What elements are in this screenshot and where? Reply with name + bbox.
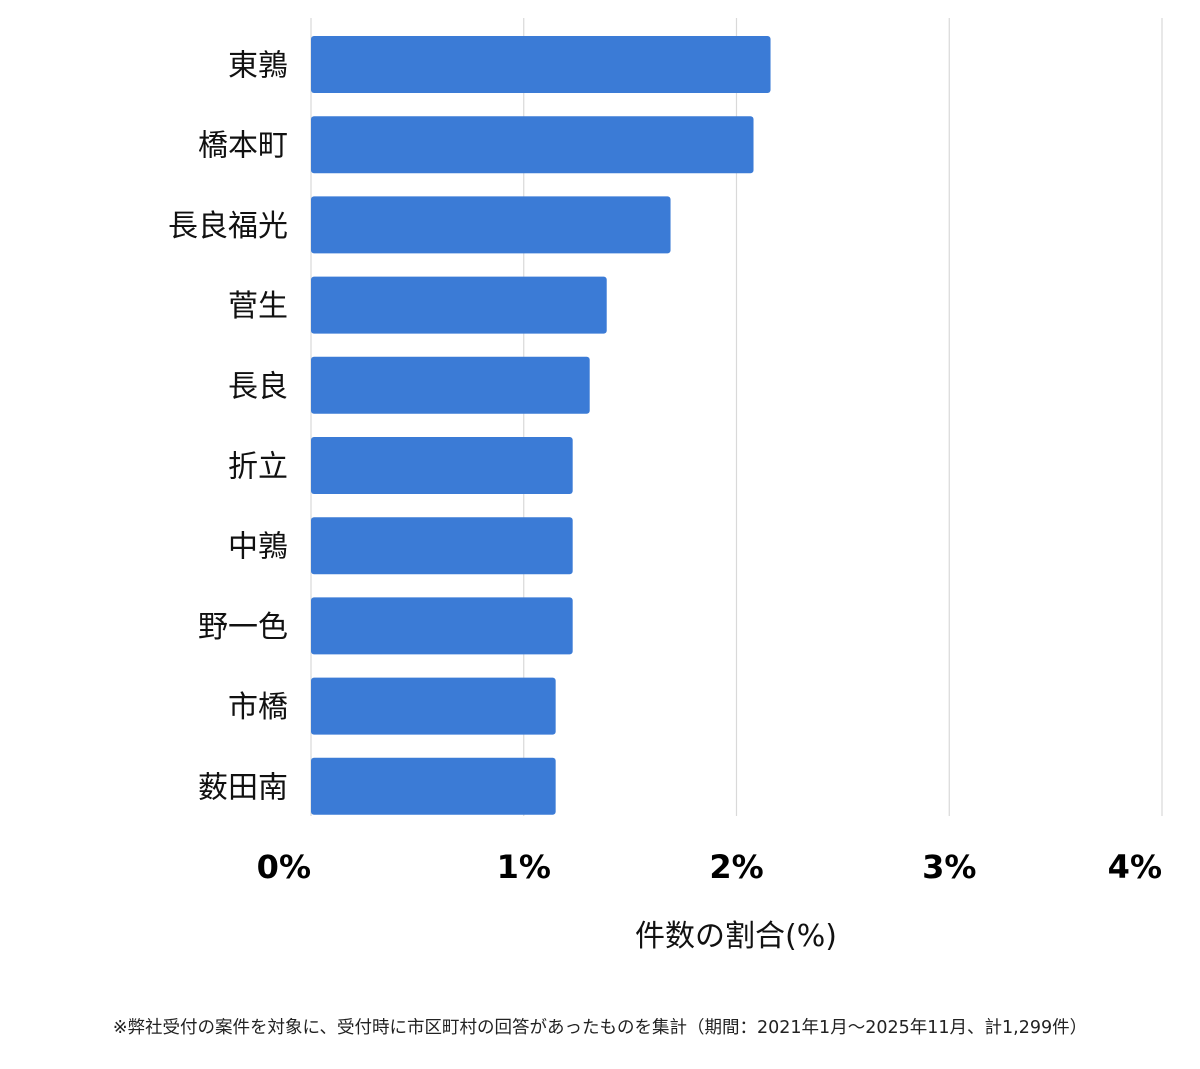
bar: [311, 276, 607, 334]
bar: [311, 36, 771, 93]
category-label: 中鶉: [228, 530, 288, 565]
x-tick-label: 2%: [709, 848, 763, 886]
bar: [311, 116, 754, 174]
bar: [311, 757, 556, 815]
bar: [311, 517, 573, 575]
x-tick-label: 4%: [1108, 848, 1162, 886]
category-label: 長良: [228, 369, 288, 404]
x-tick-label: 3%: [922, 848, 976, 886]
bar: [311, 437, 573, 494]
category-label: 菅生: [228, 289, 288, 324]
bars: [311, 36, 771, 815]
footnote: ※弊社受付の案件を対象に、受付時に市区町村の回答があったものを集計（期間：202…: [112, 1018, 1088, 1038]
bar: [311, 356, 590, 414]
category-label: 野一色: [198, 610, 288, 645]
category-label: 薮田南: [198, 770, 288, 805]
x-tick-label: 0%: [257, 848, 311, 886]
x-tick-label: 1%: [497, 848, 551, 886]
x-tick-labels: 0% 1% 2% 3% 4%: [257, 848, 1162, 886]
category-label: 橋本町: [198, 129, 288, 164]
category-label: 折立: [228, 450, 288, 485]
category-label: 東鶉: [228, 49, 288, 84]
bar: [311, 196, 671, 254]
x-axis-title: 件数の割合(%): [635, 919, 837, 954]
bar: [311, 597, 573, 655]
category-label: 市橋: [228, 690, 288, 725]
bar: [311, 677, 556, 735]
category-label: 長良福光: [168, 209, 288, 244]
